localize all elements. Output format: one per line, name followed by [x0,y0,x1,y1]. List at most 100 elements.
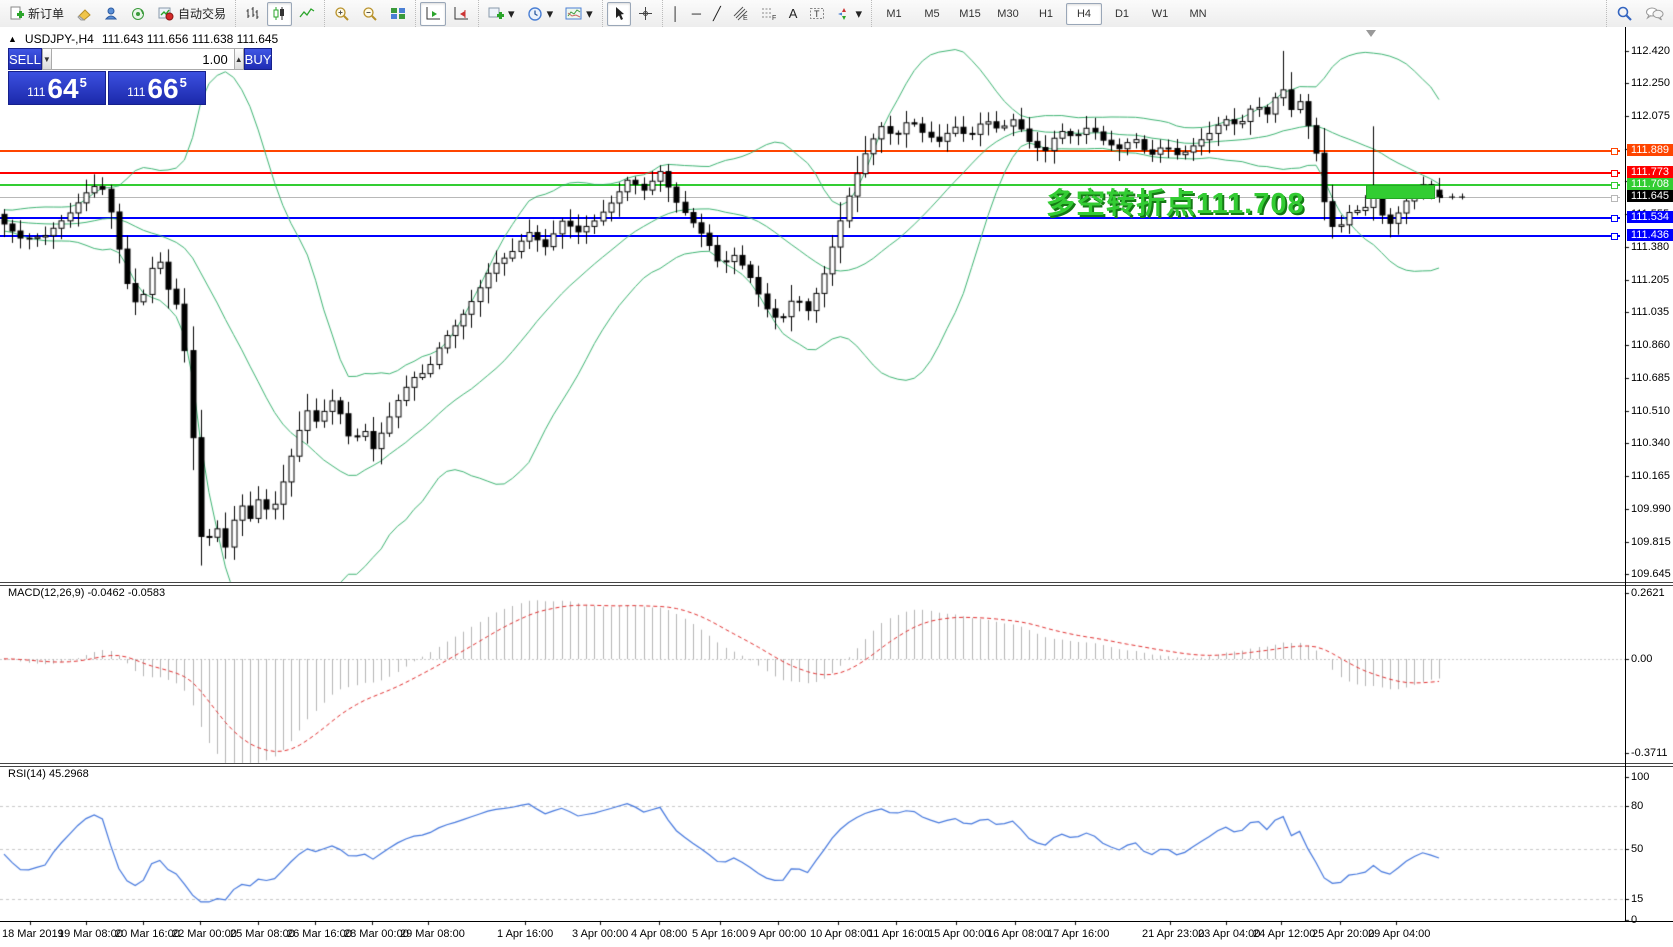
dropdown-caret: ▾ [586,6,593,21]
bar-chart-button[interactable] [240,2,265,26]
crosshair-button[interactable] [633,2,658,26]
price-tick-label: 109.815 [1631,536,1671,548]
timeframe-button-m15[interactable]: M15 [959,7,981,20]
search-icon [1617,6,1632,21]
signal-icon [132,8,145,20]
svg-text:F: F [772,15,776,21]
rsi-tick-label: 0 [1631,914,1638,926]
auto-trading-icon [158,7,174,21]
timeframe-group: M1 M5 M15 M30 H1 H4 D1 W1 MN [871,0,1220,27]
candlestick-button[interactable] [267,1,293,26]
add-indicator-button[interactable]: ▾ [483,2,520,26]
time-axis-label: 23 Apr 04:00 [1198,928,1261,940]
timeframe-button-h1[interactable]: H1 [1038,7,1054,20]
zoom-out-button[interactable] [357,2,383,26]
sell-price-display[interactable]: 111 64 5 [8,71,106,105]
template-button[interactable]: ▾ [560,2,598,26]
macd-rsi-separator[interactable] [0,763,1673,767]
time-axis-label: 10 Apr 08:00 [810,928,873,940]
horizontal-line-button[interactable]: ─ [687,2,706,26]
trendline-button[interactable]: ╱ [708,2,726,26]
metaeditor-button[interactable] [99,2,124,26]
line-chart-icon [299,8,315,18]
time-axis-label: 19 Mar 08:00 [58,928,123,940]
rsi-tick-label: 100 [1631,771,1650,783]
symbol-period-label: USDJPY-,H4 [24,32,94,46]
toolbar-group-new: ▾ ▾ ▾ [478,0,602,27]
trendline-icon: ╱ [712,6,721,21]
timeframe-button-mn[interactable]: MN [1189,7,1207,20]
timeframe-button-w1[interactable]: W1 [1151,7,1169,20]
line-chart-button[interactable] [294,2,320,26]
price-tick-label: 111.380 [1631,241,1670,253]
crosshair-icon [638,7,652,20]
dropdown-caret: ▾ [508,6,515,21]
volume-up-button[interactable]: ▲ [233,48,244,70]
fibonacci-icon: F [761,8,776,21]
period-button[interactable]: ▾ [522,2,559,26]
channel-button[interactable]: E [728,2,754,26]
timeframe-button-m1[interactable]: M1 [886,7,902,20]
price-tick-label: 110.340 [1631,437,1670,449]
zoom-in-button[interactable] [329,2,355,26]
eraser-button[interactable] [71,2,97,26]
buy-price-sup: 5 [179,75,187,90]
vertical-line-button[interactable]: │ [667,2,685,26]
zoom-in-icon [335,6,349,21]
highlight-rectangle[interactable] [1366,185,1435,199]
chat-button[interactable] [1640,2,1669,26]
metaeditor-icon [104,7,118,20]
template-icon [565,7,582,20]
macd-tick-label: 0.2621 [1631,587,1665,599]
price-tick-label: 110.685 [1631,372,1670,384]
sell-button[interactable]: SELL [8,48,42,70]
label-tool-button[interactable]: T [804,2,830,26]
time-axis-label: 17 Apr 16:00 [1047,928,1110,940]
volume-input[interactable] [51,48,234,70]
tile-windows-button[interactable] [385,2,411,26]
rsi-tick-label: 80 [1631,800,1644,812]
auto-scroll-button[interactable] [420,1,447,26]
arrows-tool-icon [838,7,847,20]
cursor-button[interactable] [606,1,631,26]
new-order-button[interactable]: 新订单 [4,2,69,26]
price-tick-label: 109.990 [1631,503,1671,515]
new-order-label: 新订单 [28,7,65,21]
fibonacci-button[interactable]: F [756,2,782,26]
chart-shift-button[interactable] [448,2,474,26]
time-axis-label: 4 Apr 08:00 [631,928,688,940]
collapse-triangle-icon[interactable]: ▲ [8,34,17,44]
text-tool-button[interactable]: A [784,2,803,26]
pivot-annotation-text[interactable]: 多空转折点111.708 [1046,188,1305,220]
price-tick-label: 111.205 [1631,274,1670,286]
time-axis-label: 5 Apr 16:00 [692,928,749,940]
main-macd-separator[interactable] [0,582,1673,586]
rsi-axis-separator [0,921,1673,922]
zoom-out-icon [363,6,377,21]
signal-button[interactable] [126,2,151,26]
sell-price-big: 64 [47,73,79,104]
toolbar-group-scroll [415,0,478,27]
buy-price-display[interactable]: 111 66 5 [108,71,206,105]
ohlc-values: 111.643 111.656 111.638 111.645 [101,32,279,46]
buy-button[interactable]: BUY [243,48,273,70]
sell-price-small: 111 [27,85,46,99]
timeframe-button-h4[interactable]: H4 [1066,2,1102,25]
arrows-tool-button[interactable]: ▾ [832,2,867,26]
chart-shift-marker[interactable] [1366,30,1376,37]
search-button[interactable] [1611,2,1638,26]
price-tag-111.889: 111.889 [1627,144,1673,156]
chart-area[interactable]: 112.420112.250112.075111.900111.730111.5… [0,27,1673,947]
timeframe-button-d1[interactable]: D1 [1114,7,1130,20]
time-axis-label: 25 Apr 20:00 [1312,928,1375,940]
price-chart-canvas[interactable] [0,27,1673,947]
add-indicator-icon [488,7,505,19]
toolbar-group-zoom [324,0,415,27]
timeframe-button-m5[interactable]: M5 [924,7,940,20]
current-price-tag: 111.645 [1627,190,1673,202]
auto-trading-button[interactable]: 自动交易 [153,2,231,26]
time-axis-label: 26 Mar 16:00 [287,928,352,940]
volume-down-button[interactable]: ▼ [41,48,52,70]
timeframe-button-m30[interactable]: M30 [997,7,1019,20]
